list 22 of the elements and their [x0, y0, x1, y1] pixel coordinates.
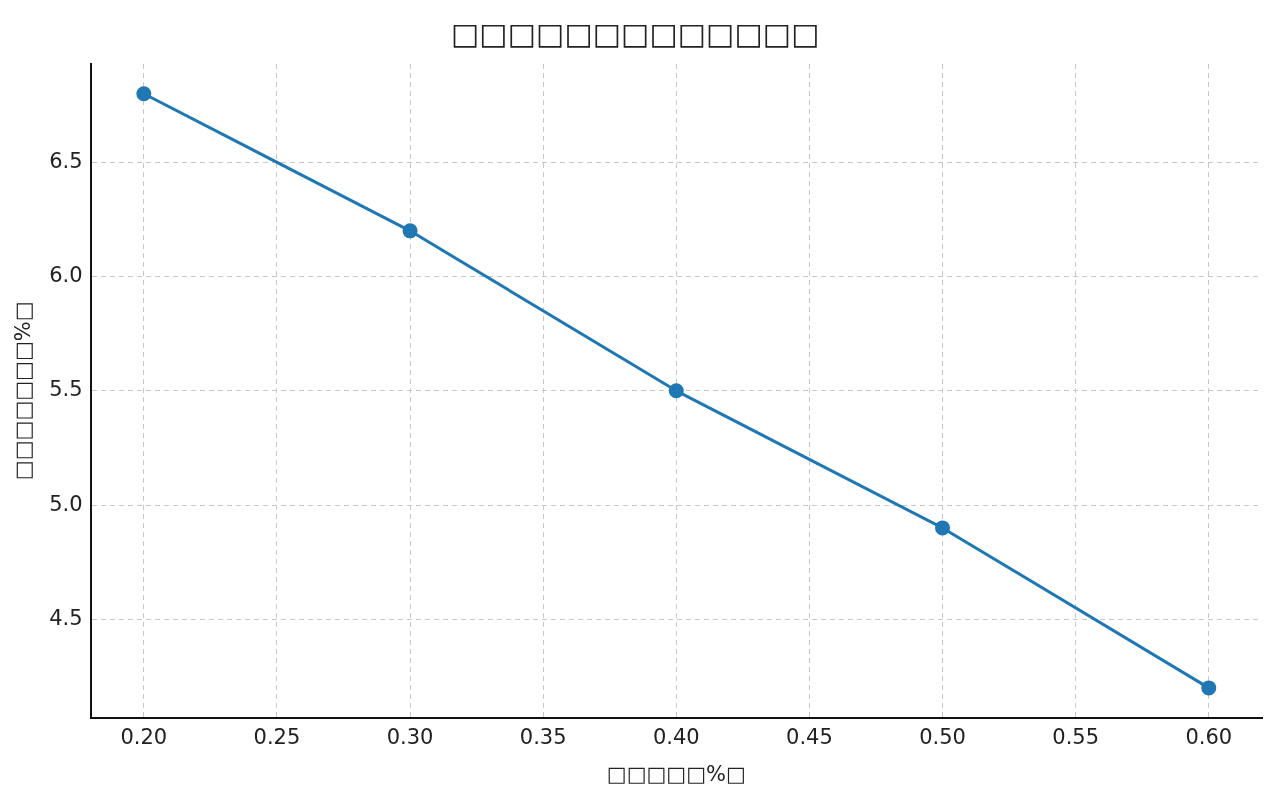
point: [1201, 680, 1217, 696]
y-tick-label: 6.0: [49, 262, 83, 287]
point: [668, 383, 684, 399]
x-tick-label: 0.60: [1185, 724, 1233, 749]
x-tick-label: 0.55: [1052, 724, 1100, 749]
chart-title: □□□□□□□□□□□□□: [450, 15, 820, 51]
point: [402, 223, 418, 239]
x-tick-label: 0.35: [519, 724, 567, 749]
point: [935, 520, 951, 536]
y-tick-label: 5.5: [49, 377, 83, 402]
x-tick-label: 0.20: [120, 724, 168, 749]
x-tick-label: 0.50: [919, 724, 966, 749]
y-axis-title: □□□□□□□%□: [11, 301, 36, 481]
y-tick-label: 5.0: [49, 491, 83, 516]
x-tick-label: 0.45: [786, 724, 833, 749]
x-tick-label: 0.25: [253, 724, 301, 749]
y-tick-label: 4.5: [49, 605, 83, 630]
point: [136, 86, 152, 102]
x-tick-label: 0.40: [652, 724, 700, 749]
y-tick-label: 6.5: [49, 148, 83, 173]
x-axis-title: □□□□□%□: [606, 761, 746, 786]
x-tick-label: 0.30: [386, 724, 434, 749]
